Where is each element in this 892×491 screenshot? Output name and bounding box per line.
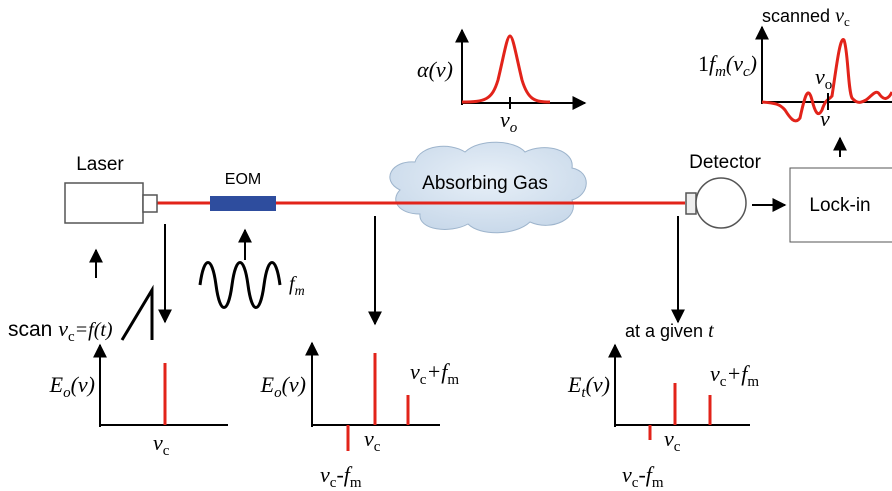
signal-plot: scanned νc 1fm(νc) νo ν — [698, 5, 892, 131]
detector-label: Detector — [689, 152, 761, 173]
laser-label: Laser — [76, 154, 124, 175]
text-part: 1 — [698, 51, 709, 76]
text-part: E — [567, 372, 582, 397]
text-part: ν — [364, 426, 374, 451]
modulation-wave — [200, 263, 280, 308]
y-label: Et(ν) — [567, 372, 610, 401]
y-label: α(ν) — [417, 57, 453, 82]
text-part: m — [715, 64, 726, 80]
upper-label: νc+fm — [410, 359, 459, 388]
text-part: ν — [622, 462, 632, 487]
text-part: ν — [58, 316, 68, 341]
transmitted-spectrum: at a given t Et(ν) νc νc+fm νc-fm — [567, 320, 759, 491]
upper-label: νc+fm — [710, 361, 759, 390]
text-part: m — [652, 475, 664, 491]
text-part: ν — [710, 361, 720, 386]
text-part: ν — [664, 426, 674, 451]
text-part: ) — [748, 51, 757, 76]
text-part: (ν) — [282, 372, 306, 397]
diagram: Absorbing Gas Laser EOM Detector Lock-in… — [0, 0, 892, 491]
text-part: at a given — [625, 321, 708, 341]
text-part: t — [708, 320, 714, 342]
text-part: ν — [815, 64, 825, 89]
text-part: (ν — [726, 51, 743, 76]
lower-label: νc-fm — [622, 462, 664, 491]
text-part: scan — [8, 318, 58, 341]
laser-box — [65, 183, 143, 223]
y-label: 1fm(νc) — [698, 51, 757, 80]
text-part: o — [825, 77, 833, 93]
laser-aperture — [143, 195, 157, 212]
gas-label: Absorbing Gas — [422, 173, 548, 194]
text-part: scanned — [762, 6, 835, 26]
lower-label: νc-fm — [320, 462, 362, 491]
carrier-label: νc — [364, 426, 381, 455]
text-part: ν — [500, 107, 510, 132]
text-part: m — [350, 475, 362, 491]
lockin-label: Lock-in — [809, 195, 870, 216]
laser-spectrum: Eo(ν) νc — [49, 345, 228, 459]
detector-body — [696, 178, 746, 228]
text-part: c — [163, 443, 170, 459]
y-label: Eo(ν) — [49, 372, 95, 401]
absorption-plot: α(ν) νo — [417, 30, 585, 136]
text-part: E — [260, 372, 275, 397]
text-part: m — [295, 284, 305, 299]
text-part: =f(t) — [75, 319, 113, 341]
scan-label: scan νc=f(t) — [8, 316, 113, 345]
text-part: ν — [835, 5, 844, 27]
x-label: νo — [500, 107, 518, 136]
modulation-label: fm — [289, 273, 305, 299]
text-part: ν — [410, 359, 420, 384]
peak-label: νo — [815, 64, 832, 93]
carrier-label: νc — [153, 430, 170, 459]
text-part: (ν) — [71, 372, 95, 397]
x-label: ν — [820, 106, 830, 131]
text-part: m — [447, 372, 459, 388]
note: at a given t — [625, 320, 714, 342]
eom-box — [210, 196, 276, 211]
text-part: c — [844, 14, 850, 29]
eom-label: EOM — [225, 171, 261, 188]
text-part: E — [49, 372, 64, 397]
y-label: Eo(ν) — [260, 372, 306, 401]
plot-title: scanned νc — [762, 5, 850, 29]
text-part: ν — [153, 430, 163, 455]
text-part: (ν) — [586, 372, 610, 397]
carrier-label: νc — [664, 426, 681, 455]
text-part: ν — [320, 462, 330, 487]
text-part: c — [674, 439, 681, 455]
text-part: m — [747, 374, 759, 390]
scan-ramp — [122, 290, 152, 340]
modulated-spectrum: Eo(ν) νc νc+fm νc-fm — [260, 343, 460, 491]
text-part: o — [510, 120, 518, 136]
text-part: c — [374, 439, 381, 455]
detector-window — [686, 193, 696, 214]
